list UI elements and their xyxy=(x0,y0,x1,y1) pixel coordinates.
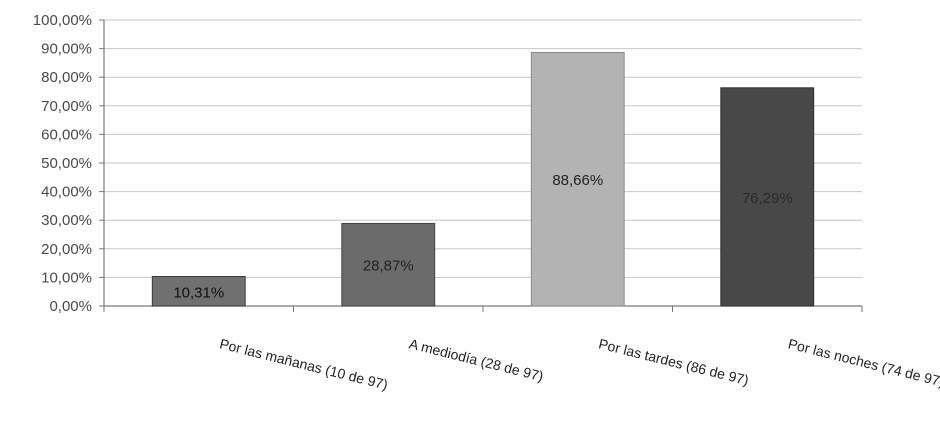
y-tick-label: 50,00% xyxy=(41,155,92,172)
data-label: 28,87% xyxy=(363,258,414,275)
data-label: 76,29% xyxy=(742,190,793,207)
y-tick-label: 70,00% xyxy=(41,98,92,115)
x-tick-label: Por las tardes (86 de 97) xyxy=(597,335,750,388)
bar xyxy=(530,51,625,307)
data-label: 10,31% xyxy=(173,284,224,301)
x-tick-label: Por las noches (74 de 97) xyxy=(787,335,940,389)
y-tick-label: 80,00% xyxy=(41,69,92,86)
bar xyxy=(720,87,815,307)
y-tick-label: 90,00% xyxy=(41,41,92,58)
gridlines xyxy=(104,19,862,278)
data-label: 88,66% xyxy=(552,172,603,189)
x-tick-label: Por las mañanas (10 de 97) xyxy=(218,335,390,392)
y-tick-label: 100,00% xyxy=(33,12,92,29)
y-tick-label: 0,00% xyxy=(49,298,92,315)
y-tick-label: 40,00% xyxy=(41,184,92,201)
y-tick-label: 10,00% xyxy=(41,269,92,286)
bar xyxy=(151,276,246,307)
y-tick-label: 30,00% xyxy=(41,212,92,229)
bars xyxy=(151,51,815,307)
y-tick-label: 60,00% xyxy=(41,126,92,143)
y-tick-label: 20,00% xyxy=(41,241,92,258)
bar xyxy=(341,222,436,307)
x-tick-label: A mediodía (28 de 97) xyxy=(408,335,546,384)
